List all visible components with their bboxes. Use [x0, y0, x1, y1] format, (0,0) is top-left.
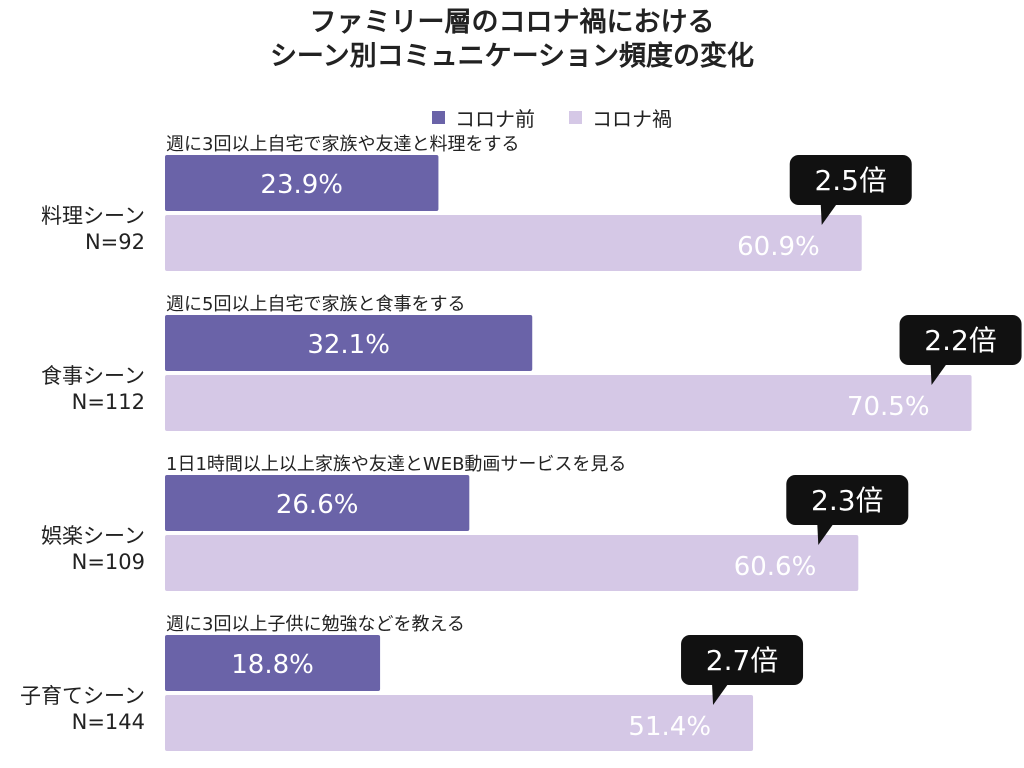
- value-label-during: 60.9%: [737, 232, 820, 262]
- scene-description: 週に5回以上自宅で家族と食事をする: [166, 294, 465, 315]
- bar-during: [165, 215, 862, 271]
- bar-before: [165, 315, 533, 371]
- scene-description: 週に3回以上自宅で家族や友達と料理をする: [166, 134, 519, 155]
- value-label-during: 51.4%: [628, 712, 711, 742]
- value-label-during: 70.5%: [847, 392, 930, 422]
- bar-during: [165, 535, 859, 591]
- ratio-label: 2.2倍: [924, 324, 997, 357]
- bar-during: [165, 375, 972, 431]
- legend-swatch-during: [569, 110, 582, 124]
- ratio-label: 2.7倍: [706, 644, 779, 677]
- value-label-during: 60.6%: [734, 552, 817, 582]
- ratio-callout: [681, 635, 804, 685]
- legend-label-before: コロナ前: [455, 106, 535, 131]
- scene-description: 週に3回以上子供に勉強などを教える: [166, 614, 465, 635]
- value-label-before: 23.9%: [260, 170, 343, 200]
- scene-description: 1日1時間以上以上家族や友達とWEB動画サービスを見る: [166, 454, 626, 475]
- ratio-callout: [899, 315, 1022, 365]
- sample-size-label: N=109: [72, 550, 145, 574]
- chart-title-line1: ファミリー層のコロナ禍における: [309, 7, 715, 38]
- bar-during: [165, 695, 754, 751]
- legend-item-during: コロナ禍: [569, 103, 672, 132]
- category-label: 子育てシーン: [20, 684, 145, 708]
- ratio-callout-pointer: [930, 364, 947, 385]
- ratio-callout-pointer: [820, 204, 837, 225]
- category-label: 料理シーン: [41, 204, 145, 228]
- ratio-callout: [786, 475, 909, 525]
- bar-before: [165, 635, 381, 691]
- sample-size-label: N=112: [72, 390, 145, 414]
- bar-before: [165, 475, 470, 531]
- ratio-label: 2.3倍: [811, 484, 884, 517]
- legend: コロナ前 コロナ禍: [432, 103, 706, 132]
- legend-label-during: コロナ禍: [592, 106, 672, 131]
- value-label-before: 26.6%: [276, 490, 359, 520]
- legend-item-before: コロナ前: [432, 103, 535, 132]
- bar-before: [165, 155, 439, 211]
- sample-size-label: N=92: [85, 230, 145, 254]
- legend-swatch-before: [432, 110, 445, 124]
- ratio-label: 2.5倍: [814, 164, 887, 197]
- chart-title-line2: シーン別コミュニケーション頻度の変化: [269, 41, 755, 72]
- value-label-before: 18.8%: [231, 650, 314, 680]
- sample-size-label: N=144: [72, 710, 145, 734]
- category-label: 娯楽シーン: [41, 524, 145, 548]
- category-label: 食事シーン: [41, 364, 145, 388]
- ratio-callout-pointer: [817, 524, 834, 545]
- ratio-callout-pointer: [712, 684, 729, 705]
- value-label-before: 32.1%: [307, 330, 390, 360]
- ratio-callout: [789, 155, 912, 205]
